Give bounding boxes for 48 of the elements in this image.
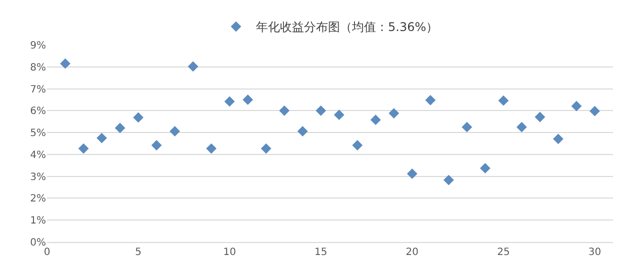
point [297, 126, 308, 136]
point [334, 110, 344, 120]
x-tick-label: 20 [406, 247, 419, 258]
y-tick-label: 7% [30, 84, 46, 96]
point [78, 143, 89, 154]
y-tick-label: 0% [30, 238, 46, 248]
point [590, 106, 600, 116]
point [571, 100, 582, 112]
point [188, 61, 198, 72]
y-tick-label: 5% [30, 128, 46, 140]
x-tick-label: 30 [588, 247, 602, 258]
y-tick-label: 6% [30, 106, 46, 118]
point [352, 140, 363, 150]
point [206, 143, 217, 154]
x-tick-label: 15 [314, 247, 328, 258]
point [534, 112, 546, 122]
point [60, 58, 70, 69]
point [498, 95, 509, 106]
point [516, 122, 527, 132]
y-tick-label: 3% [30, 172, 46, 183]
point [260, 143, 272, 154]
y-tick-label: 9% [30, 40, 46, 52]
y-tick-label: 8% [30, 62, 46, 74]
x-tick-label: 0 [44, 247, 50, 258]
point [553, 134, 564, 144]
point [133, 112, 144, 123]
point [114, 122, 126, 134]
point [316, 105, 326, 116]
y-tick-label: 2% [30, 194, 46, 205]
point [279, 105, 290, 116]
legend-label: 年化收益分布图（均值：5.36%） [256, 20, 438, 34]
y-tick-label: 4% [30, 150, 46, 161]
point [406, 168, 418, 179]
point [480, 163, 490, 174]
x-tick-label: 25 [497, 247, 510, 258]
point [224, 96, 235, 107]
point [388, 108, 400, 118]
point [242, 94, 254, 105]
point [151, 140, 162, 150]
x-tick-label: 5 [135, 247, 142, 258]
point [425, 94, 436, 106]
point [443, 174, 454, 186]
x-tick-label: 10 [223, 247, 236, 258]
y-tick-label: 1% [30, 216, 46, 227]
point [462, 122, 472, 132]
point [96, 132, 107, 144]
point [170, 126, 180, 136]
point [370, 114, 381, 126]
